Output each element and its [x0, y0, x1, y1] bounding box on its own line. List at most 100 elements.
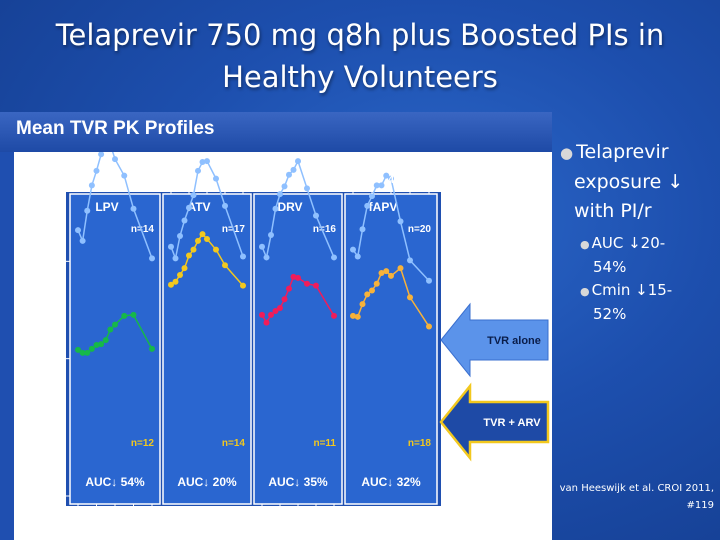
bullet-main-line-1: Telaprevir: [576, 141, 669, 163]
bullet-dot-icon: ●: [580, 285, 590, 298]
tvr-combo-point: [102, 337, 109, 344]
x-axis-title: Time (hours): [240, 525, 312, 539]
auc-label: AUC↓ 54%: [85, 475, 145, 489]
x-tick-bottom: 8: [149, 511, 155, 523]
tvr-alone-point: [186, 204, 192, 211]
tvr-alone-line: [170, 160, 244, 262]
tvr-combo-point: [350, 312, 356, 319]
bullet-sub-auc-value: 20-: [640, 234, 666, 252]
tvr-combo-point: [130, 311, 137, 318]
tvr-alone-point: [388, 175, 394, 182]
tvr-alone-point: [304, 185, 310, 192]
n-label-alone: n=14: [131, 224, 155, 235]
tvr-alone-point: [277, 191, 283, 198]
tvr-combo-point: [213, 246, 219, 253]
tvr-combo-point: [84, 349, 91, 356]
figure-header: Mean TVR PK Profiles: [0, 112, 552, 152]
panel-fapv: [344, 193, 438, 505]
x-tick-top: 0: [350, 174, 356, 186]
x-tick-top: 2: [186, 174, 192, 186]
x-tick-top: 4: [388, 174, 395, 186]
x-tick-top: 6: [222, 174, 228, 186]
tvr-combo-point: [331, 312, 337, 319]
tvr-alone-arrow-icon: [440, 302, 549, 378]
tvr-arv-arrow-icon: [439, 382, 550, 462]
down-arrow-icon: ↓: [635, 281, 648, 299]
tvr-combo-point: [281, 296, 288, 303]
x-tick-top: 4: [204, 174, 211, 186]
citation-line-1: van Heeswijk et al. CROI 2011,: [559, 483, 714, 494]
tvr-combo-point: [268, 311, 274, 318]
x-tick-top: 8: [426, 174, 432, 186]
tvr-alone-point: [172, 255, 179, 262]
n-label-alone: n=20: [408, 224, 432, 235]
tvr-alone-point: [259, 243, 265, 250]
footnote: AUC = area under the curve: [432, 528, 544, 538]
y-tick-label: 1000: [34, 354, 58, 366]
bullet-sub-auc: ● AUC ↓20- 54%: [560, 232, 720, 279]
tvr-alone-point: [272, 205, 279, 212]
tvr-alone-point: [373, 182, 380, 189]
bullet-sub-auc-label: AUC: [591, 234, 629, 252]
tvr-alone-point: [88, 182, 95, 189]
x-tick-bottom: 4: [112, 511, 119, 523]
tvr-alone-point: [268, 232, 274, 239]
tvr-combo-point: [272, 307, 279, 314]
tvr-combo-point: [364, 291, 371, 298]
x-tick-bottom: 4: [295, 511, 302, 523]
tvr-combo-point: [204, 235, 210, 242]
tvr-alone-point: [98, 152, 105, 158]
bullet-sub-auc-line-2: 54%: [593, 258, 627, 276]
tvr-alone-point: [331, 254, 337, 261]
bullet-dot-icon: ●: [560, 144, 574, 162]
panel-label: LPV: [95, 200, 118, 214]
x-tick-bottom: 8: [331, 511, 337, 523]
tvr-combo-point: [121, 312, 128, 319]
x-tick-bottom: 2: [93, 511, 99, 523]
x-tick-bottom: 0: [259, 511, 265, 523]
tvr-combo-point: [426, 323, 432, 330]
x-tick-top: 8: [240, 174, 246, 186]
panel-drv: [253, 193, 343, 505]
y-axis-title: TVR concentration (ng/mL): [15, 305, 29, 459]
tvr-alone-point: [112, 156, 118, 163]
x-tick-bottom: 6: [313, 511, 319, 523]
auc-label: AUC↓ 20%: [177, 475, 237, 489]
tvr-combo-point: [181, 265, 188, 272]
tvr-alone-point: [190, 192, 197, 199]
down-arrow-icon: ↓: [667, 171, 684, 193]
tvr-combo-point: [354, 313, 361, 320]
tvr-combo-point: [190, 246, 197, 253]
tvr-alone-point: [84, 207, 91, 214]
tvr-combo-point: [98, 341, 105, 348]
x-tick-bottom: 0: [75, 511, 81, 523]
n-label-alone: n=16: [313, 224, 337, 235]
bullet-list: ● Telaprevir exposure ↓ with PI/r ● AUC ↓2…: [560, 138, 720, 326]
panel-label: DRV: [277, 200, 302, 214]
tvr-combo-point: [93, 342, 100, 349]
bullet-main-line-2: exposure ↓: [560, 168, 720, 197]
tvr-alone-line: [77, 152, 153, 259]
tvr-combo-point: [186, 252, 192, 259]
tvr-alone-point: [222, 202, 228, 209]
slide-title: Telaprevir 750 mg q8h plus Boosted PIs i…: [0, 14, 720, 98]
tvr-combo-point: [378, 270, 385, 277]
panel-label: ATV: [187, 200, 210, 214]
y-tick-label: 3000: [34, 159, 58, 171]
bullet-dot-icon: ●: [580, 238, 590, 251]
tvr-combo-point: [240, 282, 246, 289]
auc-label: AUC↓ 35%: [268, 475, 328, 489]
tvr-arv-annotation: TVR + ARV: [483, 417, 541, 429]
n-label-combo: n=11: [313, 438, 336, 449]
side-strip: [0, 152, 14, 540]
tvr-combo-point: [88, 345, 95, 352]
x-tick-top: 0: [168, 174, 174, 186]
tvr-combo-point: [290, 273, 297, 280]
tvr-combo-point: [369, 287, 375, 294]
bullet-sub-cmin-line-2: 52%: [593, 305, 627, 323]
slide-title-line-1: Telaprevir 750 mg q8h plus Boosted PIs i…: [55, 18, 665, 52]
tvr-alone-point: [359, 226, 366, 233]
tvr-alone-point: [263, 254, 270, 261]
tvr-alone-point: [286, 171, 292, 178]
